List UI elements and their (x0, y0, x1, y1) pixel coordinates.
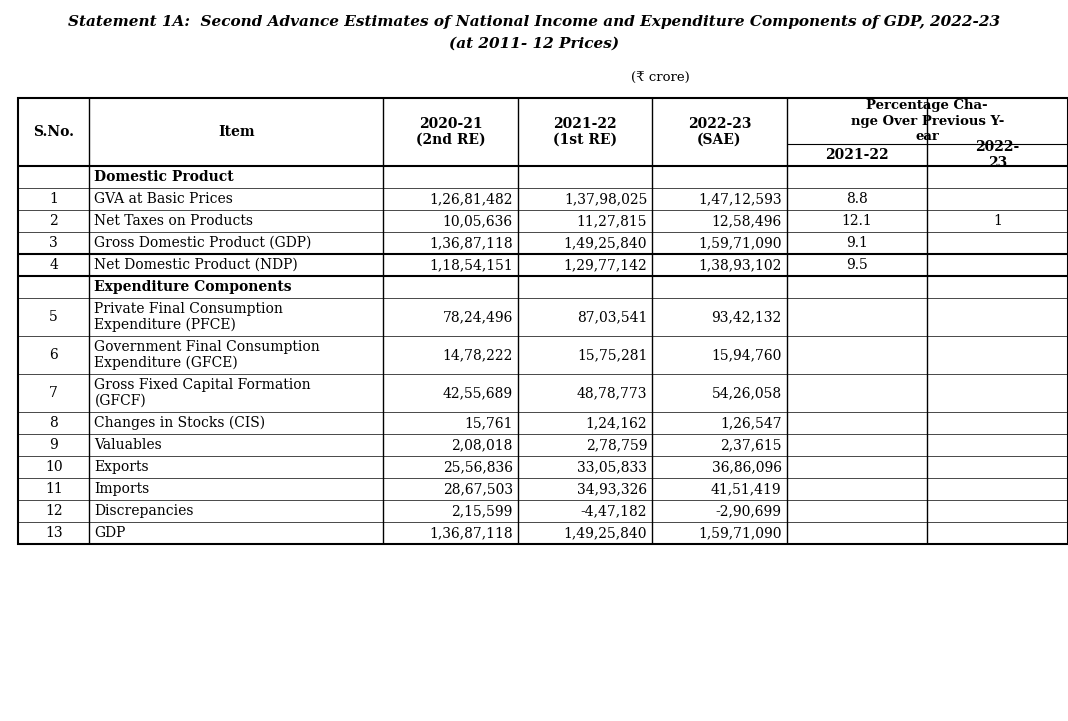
Text: Valuables: Valuables (94, 438, 162, 452)
Text: Domestic Product: Domestic Product (94, 170, 234, 184)
Text: 2,78,759: 2,78,759 (585, 438, 647, 452)
Text: Item: Item (218, 125, 254, 139)
Text: 9.1: 9.1 (846, 236, 868, 250)
Text: 2021-22: 2021-22 (826, 148, 889, 162)
Text: 1: 1 (993, 214, 1002, 228)
Text: GVA at Basic Prices: GVA at Basic Prices (94, 192, 233, 206)
Text: 1,36,87,118: 1,36,87,118 (429, 526, 513, 540)
Text: 1,38,93,102: 1,38,93,102 (698, 258, 782, 272)
Text: 1,49,25,840: 1,49,25,840 (564, 236, 647, 250)
Text: 1,47,12,593: 1,47,12,593 (698, 192, 782, 206)
Text: Private Final Consumption
Expenditure (PFCE): Private Final Consumption Expenditure (P… (94, 301, 283, 332)
Text: 10,05,636: 10,05,636 (442, 214, 513, 228)
Text: 2: 2 (49, 214, 58, 228)
Text: (₹ crore): (₹ crore) (630, 71, 689, 84)
Text: 15,94,760: 15,94,760 (711, 348, 782, 362)
Text: GDP: GDP (94, 526, 126, 540)
Text: Expenditure Components: Expenditure Components (94, 280, 292, 294)
Text: Government Final Consumption
Expenditure (GFCE): Government Final Consumption Expenditure… (94, 340, 320, 371)
Text: 11: 11 (45, 482, 63, 496)
Text: 11,27,815: 11,27,815 (577, 214, 647, 228)
Text: 1,24,162: 1,24,162 (585, 416, 647, 430)
Text: 9: 9 (49, 438, 58, 452)
Text: 2022-23
(SAE): 2022-23 (SAE) (688, 117, 751, 147)
Text: 25,56,836: 25,56,836 (443, 460, 513, 474)
Text: 1: 1 (49, 192, 58, 206)
Text: 33,05,833: 33,05,833 (577, 460, 647, 474)
Text: (at 2011- 12 Prices): (at 2011- 12 Prices) (449, 37, 619, 51)
Text: Net Domestic Product (NDP): Net Domestic Product (NDP) (94, 258, 298, 272)
Text: 1,26,547: 1,26,547 (720, 416, 782, 430)
Text: 2,37,615: 2,37,615 (720, 438, 782, 452)
Text: 41,51,419: 41,51,419 (711, 482, 782, 496)
Text: 1,29,77,142: 1,29,77,142 (564, 258, 647, 272)
Text: 1,49,25,840: 1,49,25,840 (564, 526, 647, 540)
Text: Net Taxes on Products: Net Taxes on Products (94, 214, 253, 228)
Text: 1,36,87,118: 1,36,87,118 (429, 236, 513, 250)
Text: 1,26,81,482: 1,26,81,482 (429, 192, 513, 206)
Text: 1,59,71,090: 1,59,71,090 (698, 236, 782, 250)
Text: 36,86,096: 36,86,096 (711, 460, 782, 474)
Text: 34,93,326: 34,93,326 (577, 482, 647, 496)
Text: Percentage Cha-
nge Over Previous Y-
ear: Percentage Cha- nge Over Previous Y- ear (850, 99, 1004, 143)
Text: 1,37,98,025: 1,37,98,025 (564, 192, 647, 206)
Text: Gross Domestic Product (GDP): Gross Domestic Product (GDP) (94, 236, 312, 250)
Text: 13: 13 (45, 526, 63, 540)
Text: 87,03,541: 87,03,541 (577, 310, 647, 324)
Text: -4,47,182: -4,47,182 (581, 504, 647, 518)
Text: 2021-22
(1st RE): 2021-22 (1st RE) (553, 117, 617, 147)
Text: 48,78,773: 48,78,773 (577, 386, 647, 400)
Text: S.No.: S.No. (33, 125, 74, 139)
Text: Discrepancies: Discrepancies (94, 504, 194, 518)
Text: Statement 1A:  Second Advance Estimates of National Income and Expenditure Compo: Statement 1A: Second Advance Estimates o… (68, 15, 1000, 29)
Text: 15,75,281: 15,75,281 (577, 348, 647, 362)
Text: 2,15,599: 2,15,599 (452, 504, 513, 518)
Text: 14,78,222: 14,78,222 (442, 348, 513, 362)
Text: Imports: Imports (94, 482, 150, 496)
Text: Exports: Exports (94, 460, 150, 474)
Text: 4: 4 (49, 258, 58, 272)
Text: 93,42,132: 93,42,132 (711, 310, 782, 324)
Text: 1,59,71,090: 1,59,71,090 (698, 526, 782, 540)
Text: 12,58,496: 12,58,496 (711, 214, 782, 228)
Text: 54,26,058: 54,26,058 (711, 386, 782, 400)
Text: 2020-21
(2nd RE): 2020-21 (2nd RE) (415, 117, 486, 147)
Text: 28,67,503: 28,67,503 (442, 482, 513, 496)
Text: 5: 5 (49, 310, 58, 324)
Text: 15,761: 15,761 (465, 416, 513, 430)
Text: 7: 7 (49, 386, 58, 400)
Text: 8.8: 8.8 (846, 192, 868, 206)
Text: 1,18,54,151: 1,18,54,151 (429, 258, 513, 272)
Text: 2,08,018: 2,08,018 (452, 438, 513, 452)
Text: 3: 3 (49, 236, 58, 250)
Text: 12.1: 12.1 (842, 214, 873, 228)
Text: 8: 8 (49, 416, 58, 430)
Text: 42,55,689: 42,55,689 (442, 386, 513, 400)
Bar (18, 98, 1068, 544)
Text: 9.5: 9.5 (846, 258, 868, 272)
Text: 12: 12 (45, 504, 63, 518)
Text: -2,90,699: -2,90,699 (716, 504, 782, 518)
Text: 2022-
23: 2022- 23 (975, 140, 1020, 170)
Text: Changes in Stocks (CIS): Changes in Stocks (CIS) (94, 416, 266, 430)
Text: Gross Fixed Capital Formation
(GFCF): Gross Fixed Capital Formation (GFCF) (94, 378, 311, 408)
Text: 10: 10 (45, 460, 63, 474)
Text: 78,24,496: 78,24,496 (442, 310, 513, 324)
Text: 6: 6 (49, 348, 58, 362)
